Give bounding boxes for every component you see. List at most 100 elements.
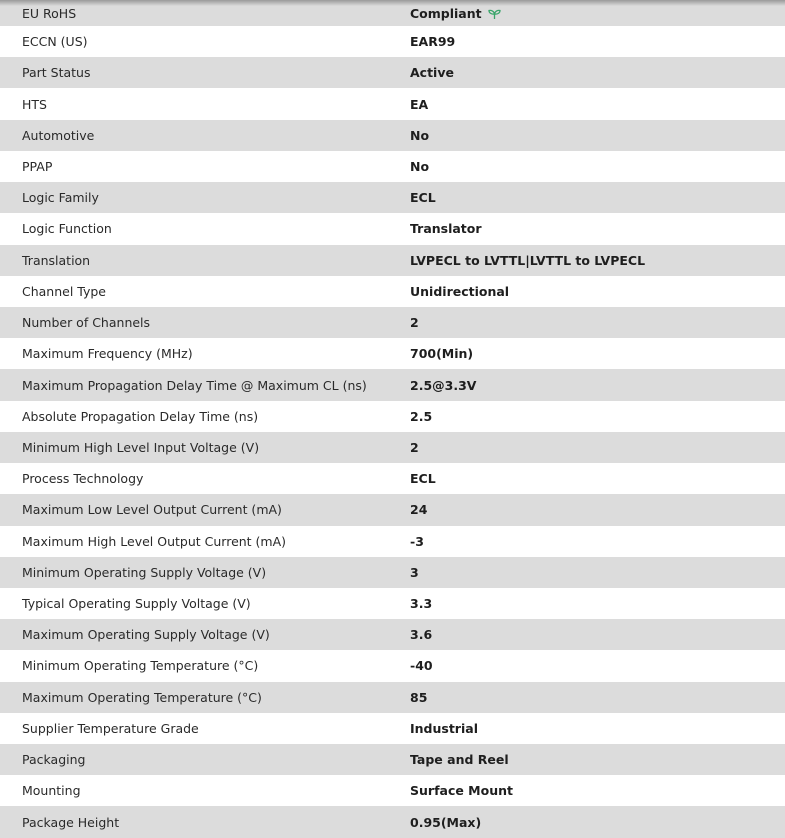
spec-row: Automotive No	[0, 119, 785, 151]
spec-value: ECL	[410, 471, 436, 486]
spec-label: Minimum Operating Temperature (°C)	[22, 658, 259, 674]
spec-value: 2	[410, 440, 419, 455]
spec-row: Translation LVPECL to LVTTL|LVTTL to LVPE…	[0, 244, 785, 276]
spec-row: ECCN (US) EAR99	[0, 26, 785, 58]
spec-value-text: 24	[410, 502, 428, 518]
spec-row: Package Height 0.95(Max)	[0, 806, 785, 838]
spec-value: 2	[410, 315, 419, 330]
spec-label: Minimum High Level Input Voltage (V)	[22, 439, 260, 455]
spec-value: Tape and Reel	[410, 752, 509, 767]
spec-row: Typical Operating Supply Voltage (V) 3.3	[0, 587, 785, 620]
spec-row: Maximum High Level Output Current (mA) -3	[0, 525, 785, 557]
spec-value: 24	[410, 502, 427, 517]
spec-value-text: 2.5@3.3V	[410, 377, 477, 393]
spec-label: Typical Operating Supply Voltage (V)	[22, 596, 251, 612]
spec-value: -3	[410, 534, 424, 549]
spec-label: Package Height	[22, 814, 120, 830]
spec-row: Supplier Temperature Grade Industrial	[0, 712, 785, 745]
spec-value: No	[410, 128, 429, 143]
spec-value-text: 2.5	[410, 408, 433, 424]
spec-value: 2.5@3.3V	[410, 378, 476, 393]
spec-value: 700(Min)	[410, 346, 473, 361]
spec-value-text: LVPECL to LVTTL|LVTTL to LVPECL	[410, 252, 646, 268]
spec-label: Part Status	[22, 65, 91, 81]
spec-label: Logic Family	[22, 190, 99, 206]
spec-label: Packaging	[22, 752, 86, 768]
spec-label: Absolute Propagation Delay Time (ns)	[22, 408, 259, 424]
spec-value: 3	[410, 565, 419, 580]
spec-label: Channel Type	[22, 283, 107, 299]
spec-row: Channel Type Unidirectional	[0, 275, 785, 307]
spec-value: 3.6	[410, 627, 432, 642]
spec-value-text: Industrial	[410, 720, 478, 736]
spec-row: Maximum Propagation Delay Time @ Maximum…	[0, 369, 785, 401]
top-shadow	[0, 0, 785, 6]
spec-value-text: No	[410, 127, 430, 143]
spec-value-text: 700(Min)	[410, 346, 474, 362]
spec-value: Industrial	[410, 721, 478, 736]
spec-value-text: Tape and Reel	[410, 752, 509, 768]
spec-value-text: ECL	[410, 190, 436, 206]
spec-value: Active	[410, 65, 454, 80]
spec-value-text: Unidirectional	[410, 283, 510, 299]
spec-value: 2.5	[410, 409, 432, 424]
spec-label: Mounting	[22, 783, 81, 799]
spec-value-text: 85	[410, 689, 428, 705]
spec-row: PPAP No	[0, 150, 785, 183]
spec-value-text: -3	[410, 533, 424, 549]
spec-value: ECL	[410, 190, 436, 205]
spec-value: Translator	[410, 221, 482, 236]
spec-value: LVPECL to LVTTL|LVTTL to LVPECL	[410, 253, 645, 268]
spec-label: Maximum Operating Supply Voltage (V)	[22, 627, 270, 643]
spec-value-text: EA	[410, 96, 429, 112]
spec-value-text: Active	[410, 65, 454, 81]
spec-row: Maximum Low Level Output Current (mA) 24	[0, 494, 785, 526]
spec-value: EAR99	[410, 34, 455, 49]
spec-row: Minimum Operating Supply Voltage (V) 3	[0, 556, 785, 588]
spec-value: 0.95(Max)	[410, 815, 481, 830]
spec-value-text: 3.3	[410, 596, 433, 612]
spec-value-text: -40	[410, 658, 433, 674]
spec-row: Mounting Surface Mount	[0, 775, 785, 807]
spec-label: Maximum Low Level Output Current (mA)	[22, 502, 282, 518]
leaf-icon	[487, 8, 501, 19]
spec-row: Maximum Operating Supply Voltage (V) 3.6	[0, 619, 785, 651]
spec-value: 3.3	[410, 596, 432, 611]
spec-row: Minimum Operating Temperature (°C) -40	[0, 650, 785, 682]
spec-label: Supplier Temperature Grade	[22, 720, 199, 736]
spec-label: ECCN (US)	[22, 34, 88, 50]
spec-row: Logic Function Translator	[0, 213, 785, 245]
spec-label: Maximum High Level Output Current (mA)	[22, 533, 287, 549]
spec-row: Absolute Propagation Delay Time (ns) 2.5	[0, 400, 785, 432]
spec-row: Maximum Frequency (MHz) 700(Min)	[0, 338, 785, 370]
spec-label: Logic Function	[22, 221, 112, 237]
spec-row: Logic Family ECL	[0, 182, 785, 214]
spec-value: 85	[410, 690, 427, 705]
spec-label: Process Technology	[22, 471, 144, 487]
spec-value-text: 0.95(Max)	[410, 814, 482, 830]
spec-label: Minimum Operating Supply Voltage (V)	[22, 564, 267, 580]
spec-value: EA	[410, 97, 428, 112]
spec-label: Maximum Propagation Delay Time @ Maximum…	[22, 377, 367, 393]
spec-value-text: Compliant	[410, 5, 482, 21]
spec-label: Translation	[22, 252, 91, 268]
spec-value-text: 3.6	[410, 627, 433, 643]
spec-label: Automotive	[22, 127, 95, 143]
spec-value: -40	[410, 658, 433, 673]
spec-row: Number of Channels 2	[0, 306, 785, 339]
spec-label: HTS	[22, 96, 47, 112]
spec-value-text: Translator	[410, 221, 482, 237]
spec-value: Surface Mount	[410, 783, 513, 798]
spec-row: Process Technology ECL	[0, 463, 785, 495]
spec-value-text: 2	[410, 315, 419, 331]
spec-row: Maximum Operating Temperature (°C) 85	[0, 681, 785, 713]
spec-value: Compliant	[410, 6, 501, 21]
spec-value-text: Surface Mount	[410, 783, 513, 799]
spec-value-text: 2	[410, 439, 419, 455]
spec-value: Unidirectional	[410, 284, 509, 299]
spec-row: Minimum High Level Input Voltage (V) 2	[0, 431, 785, 464]
spec-value-text: EAR99	[410, 34, 456, 50]
spec-label: Maximum Operating Temperature (°C)	[22, 689, 262, 705]
spec-value: No	[410, 159, 429, 174]
